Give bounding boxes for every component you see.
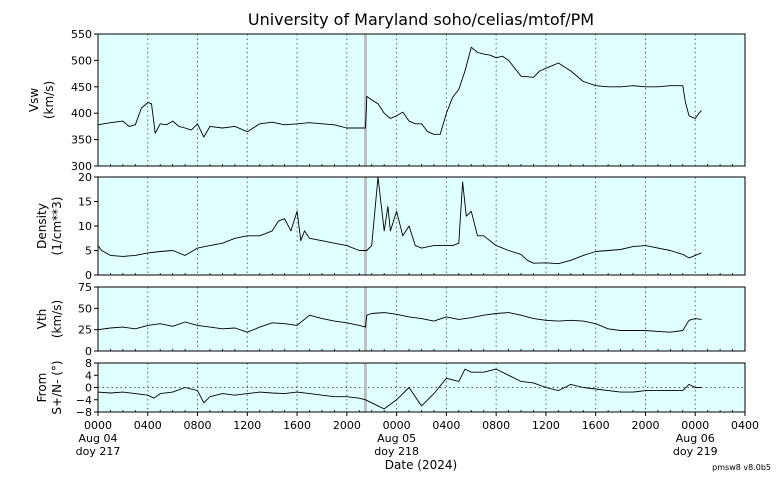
data-gap-marker [364, 287, 368, 351]
panel-background [98, 177, 745, 275]
x-tick-label: 0000 [681, 419, 709, 432]
y-tick-label: 10 [78, 220, 92, 233]
x-tick-label: 2000 [333, 419, 361, 432]
x-tick-label: 1200 [532, 419, 560, 432]
x-tick-label: 0800 [482, 419, 510, 432]
y-tick-label: 25 [78, 324, 92, 337]
x-tick-label: 0000 [84, 419, 112, 432]
x-tick-label: 0400 [432, 419, 460, 432]
x-tick-label: 0800 [184, 419, 212, 432]
x-tick-label: 0000 [383, 419, 411, 432]
y-axis-label: Vth(km/s) [35, 300, 64, 338]
y-tick-label: 50 [78, 302, 92, 315]
x-tick-label: 0400 [731, 419, 759, 432]
panel-density: 0 5 10 15 20 Density(1/cm**3) [35, 171, 746, 282]
series-line [97, 368, 702, 410]
panel-vth: 0 25 50 75 Vth(km/s) [35, 281, 746, 358]
series-line [97, 312, 702, 333]
x-tick-date-label: Aug 04 [79, 432, 118, 445]
panel-background [98, 363, 745, 412]
y-tick-label: 350 [71, 134, 92, 147]
y-tick-label: 0 [85, 345, 92, 358]
version-credit: pmsw8 v8.0b5 [712, 463, 771, 472]
y-tick-label: 15 [78, 196, 92, 209]
x-tick-date-label: doy 217 [76, 445, 121, 458]
x-tick-date-label: Aug 06 [676, 432, 715, 445]
data-gap-marker [364, 34, 368, 166]
y-tick-label: 0 [85, 382, 92, 395]
data-gap-marker [364, 363, 368, 412]
x-tick-label: 2000 [631, 419, 659, 432]
y-tick-label: 300 [71, 160, 92, 173]
x-tick-label: 1600 [283, 419, 311, 432]
x-axis-label: Date (2024) [385, 458, 457, 472]
y-tick-label: 400 [71, 107, 92, 120]
series-line [97, 46, 702, 138]
y-tick-label: 500 [71, 54, 92, 67]
y-tick-label: −8 [76, 406, 92, 419]
y-tick-label: 5 [85, 245, 92, 258]
y-tick-label: 0 [85, 269, 92, 282]
y-tick-label: 4 [85, 369, 92, 382]
y-tick-label: 20 [78, 171, 92, 184]
panel-vsw: 300 350 400 450 500 550 Vsw(km/s) [27, 28, 746, 173]
y-tick-label: 450 [71, 81, 92, 94]
x-tick-date-label: doy 219 [673, 445, 718, 458]
y-tick-label: 550 [71, 28, 92, 41]
y-tick-label: −4 [76, 394, 92, 407]
chart-title: University of Maryland soho/celias/mtof/… [248, 10, 594, 29]
x-tick-label: 1600 [582, 419, 610, 432]
y-tick-label: 75 [78, 281, 92, 294]
panel-background [98, 34, 745, 166]
y-axis-label: Vsw(km/s) [27, 81, 56, 119]
y-tick-label: 8 [85, 357, 92, 370]
series-line [97, 176, 702, 265]
y-axis-label: FromS+/N- (°) [35, 360, 64, 414]
y-axis-label: Density(1/cm**3) [35, 197, 64, 256]
x-tick-date-label: doy 218 [374, 445, 419, 458]
data-gap-marker [364, 177, 368, 275]
x-tick-date-label: Aug 05 [377, 432, 416, 445]
x-tick-label: 1200 [233, 419, 261, 432]
x-tick-label: 0400 [134, 419, 162, 432]
